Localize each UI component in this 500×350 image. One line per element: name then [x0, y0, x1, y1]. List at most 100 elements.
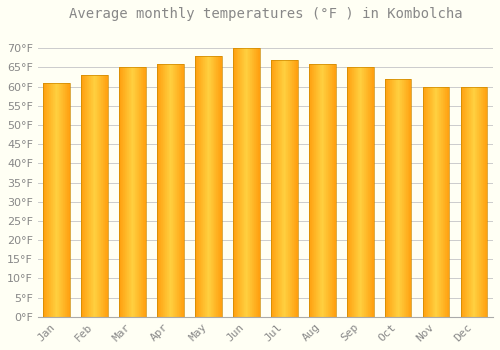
- Bar: [437, 86, 438, 317]
- Bar: [195, 56, 222, 317]
- Bar: [401, 79, 402, 317]
- Bar: [313, 64, 314, 317]
- Bar: [138, 68, 140, 317]
- Bar: [462, 86, 463, 317]
- Bar: [104, 75, 106, 317]
- Bar: [195, 56, 196, 317]
- Bar: [371, 68, 372, 317]
- Bar: [158, 64, 160, 317]
- Bar: [429, 86, 430, 317]
- Bar: [286, 60, 287, 317]
- Bar: [217, 56, 218, 317]
- Bar: [209, 56, 210, 317]
- Bar: [198, 56, 199, 317]
- Bar: [395, 79, 396, 317]
- Bar: [199, 56, 200, 317]
- Bar: [183, 64, 184, 317]
- Bar: [331, 64, 332, 317]
- Bar: [44, 83, 70, 317]
- Bar: [210, 56, 211, 317]
- Bar: [393, 79, 394, 317]
- Bar: [216, 56, 217, 317]
- Bar: [476, 86, 478, 317]
- Bar: [239, 48, 240, 317]
- Bar: [364, 68, 365, 317]
- Bar: [461, 86, 462, 317]
- Bar: [309, 64, 336, 317]
- Bar: [160, 64, 162, 317]
- Bar: [271, 60, 272, 317]
- Bar: [326, 64, 327, 317]
- Bar: [288, 60, 289, 317]
- Bar: [252, 48, 253, 317]
- Bar: [86, 75, 88, 317]
- Bar: [54, 83, 55, 317]
- Bar: [468, 86, 469, 317]
- Bar: [235, 48, 236, 317]
- Bar: [82, 75, 108, 317]
- Bar: [236, 48, 237, 317]
- Bar: [320, 64, 321, 317]
- Bar: [426, 86, 427, 317]
- Bar: [373, 68, 374, 317]
- Bar: [310, 64, 311, 317]
- Bar: [50, 83, 51, 317]
- Bar: [425, 86, 426, 317]
- Bar: [349, 68, 350, 317]
- Bar: [470, 86, 471, 317]
- Bar: [233, 48, 234, 317]
- Bar: [328, 64, 329, 317]
- Bar: [403, 79, 404, 317]
- Bar: [47, 83, 48, 317]
- Bar: [120, 68, 122, 317]
- Bar: [289, 60, 290, 317]
- Bar: [482, 86, 484, 317]
- Bar: [386, 79, 387, 317]
- Bar: [351, 68, 352, 317]
- Bar: [469, 86, 470, 317]
- Bar: [212, 56, 213, 317]
- Bar: [52, 83, 53, 317]
- Bar: [211, 56, 212, 317]
- Bar: [241, 48, 242, 317]
- Bar: [179, 64, 180, 317]
- Bar: [358, 68, 359, 317]
- Bar: [432, 86, 433, 317]
- Bar: [208, 56, 209, 317]
- Bar: [327, 64, 328, 317]
- Bar: [58, 83, 59, 317]
- Bar: [278, 60, 279, 317]
- Bar: [284, 60, 285, 317]
- Bar: [461, 86, 487, 317]
- Bar: [370, 68, 371, 317]
- Bar: [254, 48, 255, 317]
- Bar: [182, 64, 183, 317]
- Bar: [174, 64, 175, 317]
- Bar: [474, 86, 475, 317]
- Bar: [390, 79, 391, 317]
- Bar: [175, 64, 176, 317]
- Bar: [280, 60, 281, 317]
- Bar: [196, 56, 197, 317]
- Bar: [428, 86, 429, 317]
- Bar: [396, 79, 397, 317]
- Bar: [361, 68, 362, 317]
- Bar: [257, 48, 258, 317]
- Bar: [126, 68, 128, 317]
- Bar: [164, 64, 166, 317]
- Bar: [59, 83, 60, 317]
- Bar: [100, 75, 102, 317]
- Bar: [273, 60, 274, 317]
- Bar: [372, 68, 373, 317]
- Bar: [290, 60, 291, 317]
- Bar: [283, 60, 284, 317]
- Bar: [321, 64, 322, 317]
- Bar: [142, 68, 144, 317]
- Bar: [56, 83, 57, 317]
- Bar: [443, 86, 444, 317]
- Bar: [271, 60, 297, 317]
- Bar: [399, 79, 400, 317]
- Bar: [250, 48, 251, 317]
- Bar: [315, 64, 316, 317]
- Bar: [319, 64, 320, 317]
